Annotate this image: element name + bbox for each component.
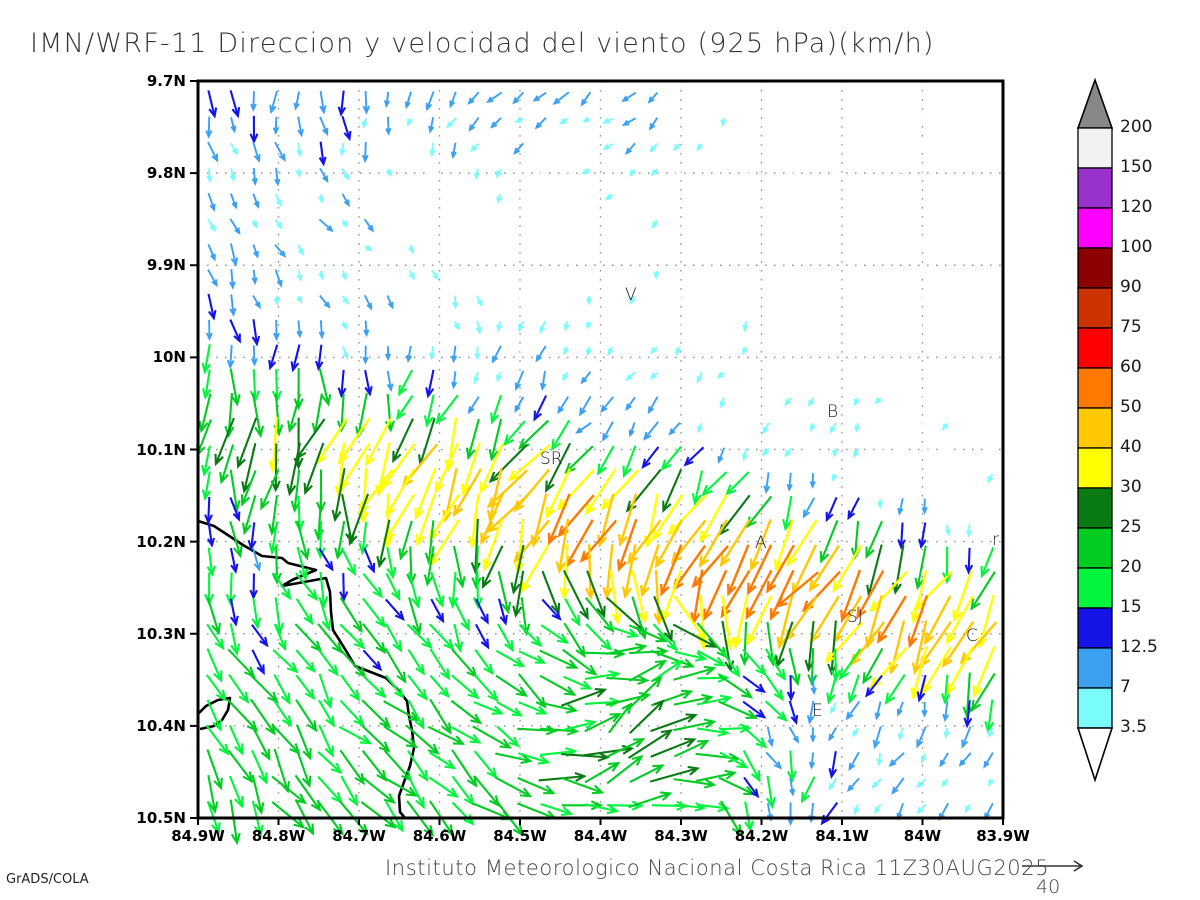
axis-ticks: [190, 80, 1004, 825]
y-axis-tick-label: 10N: [152, 348, 186, 367]
colorbar-tick-label: 25: [1120, 517, 1142, 537]
city-label-r: r: [992, 530, 999, 550]
colorbar: [1076, 77, 1114, 783]
colorbar-tick-label: 40: [1120, 437, 1142, 457]
footer-institution: Instituto Meteorologico Nacional Costa R…: [385, 856, 1050, 880]
colorbar-tick-label: 150: [1120, 157, 1153, 177]
y-axis-tick-label: 10.1N: [136, 440, 186, 459]
colorbar-tick-label: 7: [1120, 677, 1131, 697]
colorbar-tick-label: 90: [1120, 277, 1142, 297]
x-axis-tick-label: 84.1W: [815, 827, 869, 845]
colorbar-tick-label: 3.5: [1120, 717, 1148, 737]
page-title: IMN/WRF-11 Direccion y velocidad del vie…: [30, 28, 935, 59]
x-axis-tick-label: 84.3W: [654, 827, 708, 845]
y-axis-tick-label: 10.2N: [136, 532, 186, 551]
colorbar-tick-label: 30: [1120, 477, 1142, 497]
colorbar-tick-label: 20: [1120, 557, 1142, 577]
colorbar-tick-label: 12.5: [1120, 637, 1158, 657]
y-axis-tick-label: 10.5N: [136, 809, 186, 827]
wind-vectors: [196, 90, 998, 846]
city-label-a: A: [755, 533, 767, 553]
x-axis-tick-label: 84.8W: [251, 827, 306, 845]
x-axis-tick-label: 83.9W: [976, 827, 1030, 845]
colorbar-tick-label: 120: [1120, 197, 1153, 217]
x-axis-tick-label: 84.4W: [573, 827, 628, 845]
city-label-e: E: [812, 701, 823, 721]
x-axis-tick-label: 84.6W: [412, 827, 467, 845]
colorbar-tick-label: 15: [1120, 597, 1142, 617]
city-label-c: C: [966, 626, 978, 646]
city-label-sj: SJ: [847, 607, 863, 627]
y-axis-tick-label: 10.3N: [136, 624, 186, 643]
reference-vector-arrow: [1022, 860, 1084, 872]
city-label-v: V: [625, 285, 637, 305]
city-label-sr: SR: [540, 449, 563, 469]
city-label-b: B: [827, 402, 839, 422]
colorbar-tick-label: 100: [1120, 237, 1153, 257]
y-axis-tick-label: 10.4N: [136, 716, 186, 735]
y-axis-tick-label: 9.8N: [146, 164, 186, 183]
x-axis-tick-label: 84.9W: [171, 827, 225, 845]
x-axis-tick-label: 84.7W: [332, 827, 386, 845]
x-axis-tick-label: 84.5W: [493, 827, 547, 845]
reference-vector-label: 40: [1036, 876, 1061, 898]
grads-credit: GrADS/COLA: [6, 872, 89, 887]
colorbar-tick-label: 50: [1120, 397, 1142, 417]
y-axis-tick-label: 9.9N: [146, 256, 186, 275]
colorbar-tick-label: 200: [1120, 117, 1153, 137]
x-axis-tick-label: 84W: [903, 827, 942, 845]
colorbar-tick-label: 60: [1120, 357, 1142, 377]
y-axis-tick-label: 9.7N: [146, 72, 186, 90]
x-axis-tick-label: 84.2W: [734, 827, 789, 845]
colorbar-tick-label: 75: [1120, 317, 1142, 337]
